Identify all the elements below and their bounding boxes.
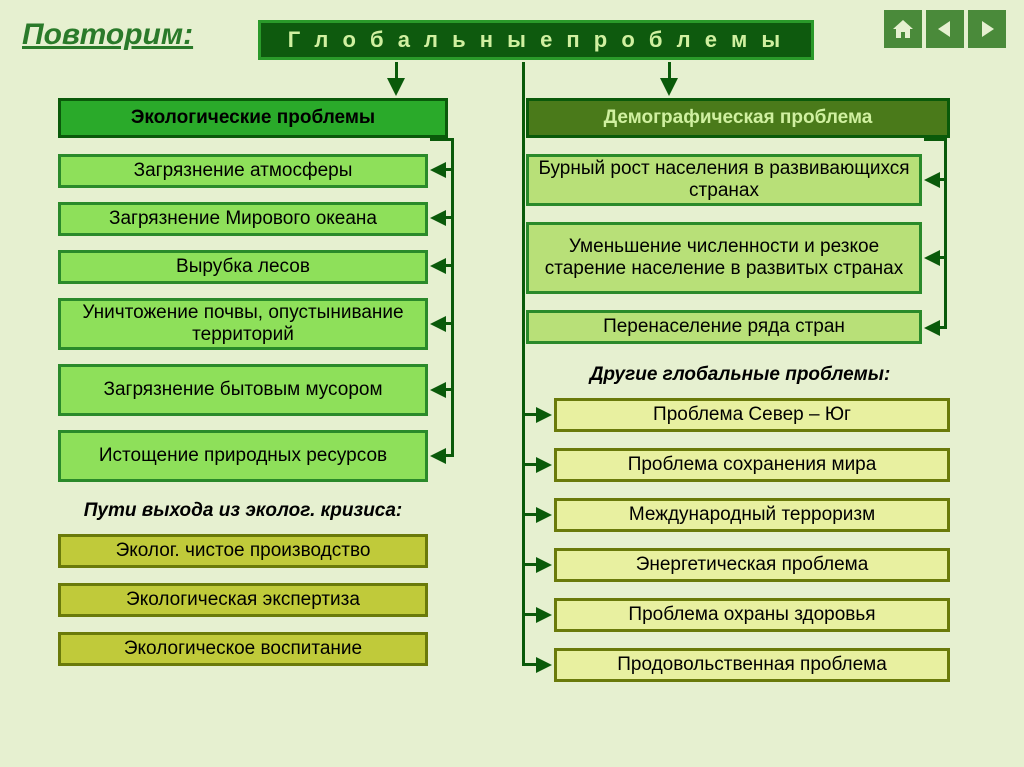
arrow-right-icon: [536, 507, 552, 523]
other-item-2: Международный терроризм: [554, 498, 950, 532]
eco-item-0: Загрязнение атмосферы: [58, 154, 428, 188]
ecological-header: Экологические проблемы: [58, 98, 448, 138]
connector: [444, 168, 454, 171]
connector: [444, 216, 454, 219]
connector: [451, 138, 454, 456]
other-item-3: Энергетическая проблема: [554, 548, 950, 582]
demo-item-2: Перенаселение ряда стран: [526, 310, 922, 344]
connector: [522, 413, 538, 416]
connector: [444, 454, 454, 457]
other-item-5: Продовольственная проблема: [554, 648, 950, 682]
other-item-4: Проблема охраны здоровья: [554, 598, 950, 632]
slide-title: Повторим:: [22, 18, 193, 52]
connector: [522, 563, 538, 566]
other-item-1: Проблема сохранения мира: [554, 448, 950, 482]
arrow-right-icon: [536, 407, 552, 423]
arrow-right-icon: [536, 457, 552, 473]
connector: [522, 663, 538, 666]
crisis-item-0: Эколог. чистое производство: [58, 534, 428, 568]
connector: [444, 388, 454, 391]
other-item-0: Проблема Север – Юг: [554, 398, 950, 432]
connector: [924, 138, 947, 141]
arrow-right-icon: [536, 657, 552, 673]
other-title: Другие глобальные проблемы:: [540, 364, 940, 386]
eco-item-5: Истощение природных ресурсов: [58, 430, 428, 482]
connector: [444, 264, 454, 267]
connector: [444, 322, 454, 325]
prev-icon[interactable]: [926, 10, 964, 48]
demo-item-1: Уменьшение численности и резкое старение…: [526, 222, 922, 294]
demo-item-0: Бурный рост населения в развивающихся ст…: [526, 154, 922, 206]
eco-item-3: Уничтожение почвы, опустынивание террито…: [58, 298, 428, 350]
connector: [522, 62, 525, 666]
crisis-title: Пути выхода из эколог. кризиса:: [58, 500, 428, 522]
arrow-right-icon: [536, 607, 552, 623]
demographic-header: Демографическая проблема: [526, 98, 950, 138]
connector: [522, 613, 538, 616]
connector: [938, 256, 947, 259]
connector: [522, 463, 538, 466]
nav-icons: [884, 10, 1006, 48]
connector: [522, 513, 538, 516]
eco-item-4: Загрязнение бытовым мусором: [58, 364, 428, 416]
connector: [938, 178, 947, 181]
connector: [944, 138, 947, 328]
arrow-down-icon: [387, 78, 405, 96]
eco-item-2: Вырубка лесов: [58, 250, 428, 284]
connector: [938, 326, 947, 329]
next-icon[interactable]: [968, 10, 1006, 48]
main-header: Г л о б а л ь н ы е п р о б л е м ы: [258, 20, 814, 60]
arrow-down-icon: [660, 78, 678, 96]
home-icon[interactable]: [884, 10, 922, 48]
connector: [430, 138, 454, 141]
crisis-item-2: Экологическое воспитание: [58, 632, 428, 666]
arrow-right-icon: [536, 557, 552, 573]
eco-item-1: Загрязнение Мирового океана: [58, 202, 428, 236]
crisis-item-1: Экологическая экспертиза: [58, 583, 428, 617]
